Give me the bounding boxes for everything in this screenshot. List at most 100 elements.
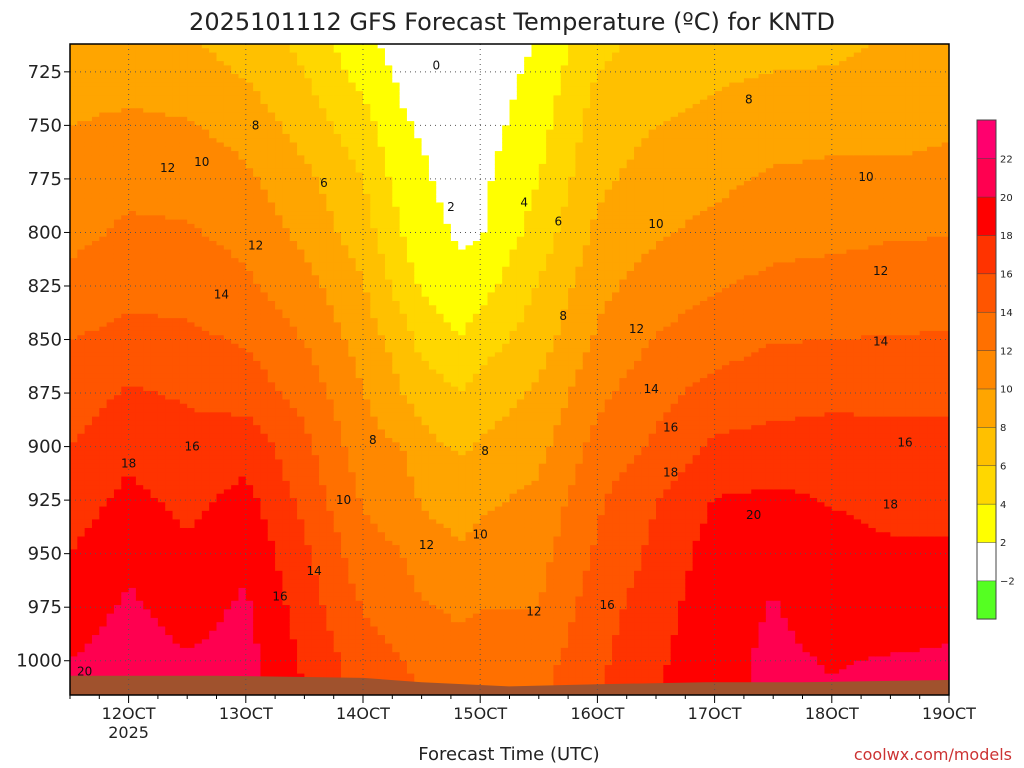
temperature-cell	[99, 665, 108, 670]
temperature-cell	[245, 669, 254, 675]
temperature-cell	[245, 497, 254, 503]
temperature-cell	[99, 168, 108, 174]
temperature-cell	[245, 305, 254, 311]
temperature-cell	[121, 660, 130, 666]
temperature-cell	[253, 86, 262, 92]
temperature-cell	[194, 245, 203, 251]
temperature-cell	[150, 540, 159, 546]
temperature-cell	[209, 356, 218, 362]
temperature-cell	[231, 95, 240, 101]
temperature-cell	[99, 446, 108, 452]
temperature-cell	[267, 228, 276, 234]
temperature-cell	[150, 613, 159, 619]
temperature-cell	[113, 275, 122, 281]
temperature-cell	[253, 480, 262, 486]
temperature-cell	[297, 129, 305, 135]
temperature-cell	[238, 133, 247, 139]
temperature-cell	[245, 390, 254, 396]
temperature-cell	[253, 288, 262, 294]
temperature-cell	[179, 617, 188, 623]
temperature-cell	[245, 476, 254, 482]
temperature-cell	[84, 660, 93, 666]
temperature-cell	[121, 326, 130, 332]
temperature-cell	[143, 168, 152, 174]
temperature-cell	[187, 159, 196, 165]
temperature-cell	[172, 540, 181, 546]
temperature-cell	[106, 300, 115, 306]
temperature-cell	[282, 643, 291, 649]
temperature-cell	[128, 69, 137, 75]
temperature-cell	[121, 493, 130, 499]
temperature-cell	[113, 605, 122, 610]
temperature-cell	[275, 609, 284, 615]
temperature-cell	[253, 82, 262, 88]
temperature-cell	[113, 202, 122, 208]
temperature-cell	[216, 65, 225, 71]
temperature-cell	[179, 395, 188, 401]
temperature-cell	[187, 429, 196, 435]
temperature-cell	[91, 253, 100, 259]
temperature-cell	[121, 575, 130, 580]
temperature-cell	[297, 112, 305, 118]
temperature-cell	[216, 515, 225, 520]
temperature-cell	[165, 279, 174, 285]
temperature-cell	[238, 95, 247, 101]
temperature-cell	[128, 442, 137, 448]
temperature-cell	[143, 506, 152, 512]
temperature-cell	[304, 138, 313, 144]
temperature-cell	[238, 412, 247, 418]
temperature-cell	[70, 236, 78, 242]
temperature-cell	[260, 557, 269, 563]
temperature-cell	[275, 292, 284, 298]
temperature-cell	[231, 189, 240, 195]
temperature-cell	[297, 579, 305, 585]
temperature-cell	[297, 523, 305, 529]
temperature-cell	[135, 395, 144, 401]
temperature-cell	[245, 249, 254, 255]
temperature-cell	[245, 583, 254, 589]
temperature-cell	[143, 288, 152, 294]
temperature-cell	[99, 313, 108, 319]
temperature-cell	[187, 133, 196, 139]
temperature-cell	[121, 600, 130, 606]
temperature-cell	[70, 450, 78, 456]
temperature-cell	[135, 489, 144, 495]
temperature-cell	[99, 390, 108, 396]
temperature-cell	[99, 52, 108, 58]
temperature-cell	[238, 211, 247, 216]
temperature-cell	[91, 622, 100, 628]
temperature-cell	[179, 647, 188, 653]
temperature-cell	[223, 382, 232, 388]
temperature-cell	[121, 352, 130, 358]
temperature-cell	[245, 322, 254, 328]
temperature-cell	[267, 146, 276, 152]
temperature-cell	[150, 360, 159, 366]
temperature-cell	[253, 241, 262, 246]
temperature-cell	[150, 356, 159, 362]
temperature-cell	[179, 65, 188, 71]
temperature-cell	[304, 172, 313, 178]
temperature-cell	[77, 159, 86, 165]
temperature-cell	[113, 348, 122, 353]
temperature-cell	[260, 489, 269, 495]
temperature-cell	[172, 313, 181, 319]
temperature-cell	[297, 497, 305, 503]
temperature-cell	[194, 463, 203, 469]
temperature-cell	[121, 313, 130, 319]
temperature-cell	[289, 172, 298, 178]
temperature-cell	[289, 412, 298, 418]
temperature-cell	[143, 279, 152, 285]
temperature-cell	[165, 519, 174, 525]
temperature-cell	[275, 438, 284, 443]
temperature-cell	[157, 647, 166, 653]
temperature-cell	[267, 403, 276, 409]
temperature-cell	[91, 527, 100, 533]
temperature-cell	[84, 617, 93, 623]
temperature-cell	[216, 549, 225, 555]
temperature-cell	[113, 609, 122, 615]
temperature-cell	[223, 532, 232, 538]
temperature-cell	[304, 540, 313, 546]
temperature-cell	[289, 215, 298, 221]
temperature-cell	[150, 146, 159, 152]
temperature-cell	[113, 116, 122, 122]
